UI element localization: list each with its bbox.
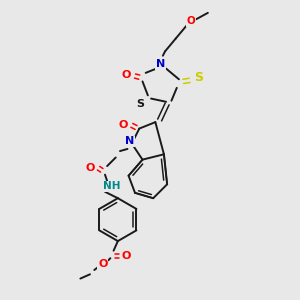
Text: N: N xyxy=(125,136,134,146)
Text: S: S xyxy=(194,70,203,84)
Text: NH: NH xyxy=(103,182,120,191)
Text: O: O xyxy=(98,259,107,269)
Text: O: O xyxy=(118,120,128,130)
Text: O: O xyxy=(122,70,131,80)
Text: O: O xyxy=(122,251,131,261)
Text: S: S xyxy=(136,99,144,109)
Text: N: N xyxy=(156,59,165,69)
Text: O: O xyxy=(186,16,195,26)
Text: O: O xyxy=(85,163,95,173)
